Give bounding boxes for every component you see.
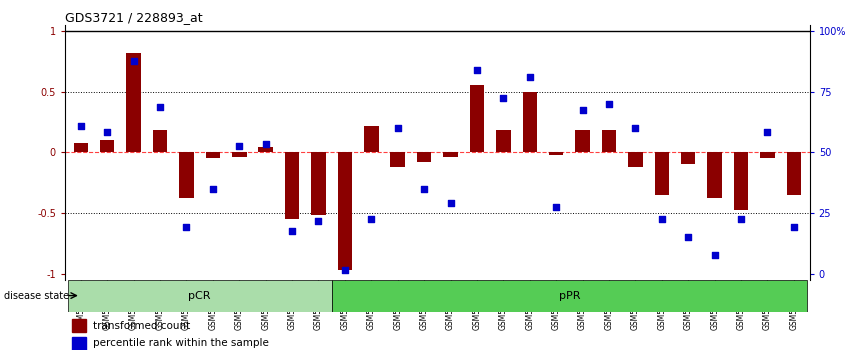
Bar [549,152,564,155]
Text: pPR: pPR [559,291,580,301]
Bar [285,152,300,219]
Point [708,252,721,258]
Bar [311,152,326,215]
Point [734,216,748,222]
Point [153,104,167,110]
Bar [338,152,352,270]
Point [787,225,801,230]
Point [206,186,220,192]
Bar [496,130,511,152]
Bar [74,143,88,152]
Point [602,101,616,107]
Text: percentile rank within the sample: percentile rank within the sample [94,338,269,348]
Text: pCR: pCR [189,291,211,301]
Point [126,58,140,64]
Point [312,218,326,224]
Bar [575,130,590,152]
Bar [522,92,537,152]
Bar [655,152,669,195]
Bar [681,152,695,164]
Bar [332,280,807,312]
Bar [628,152,643,167]
Point [285,228,299,234]
Point [365,216,378,222]
Bar [708,152,722,198]
Point [760,129,774,135]
Text: GDS3721 / 228893_at: GDS3721 / 228893_at [65,11,203,24]
Bar [68,280,332,312]
Text: transformed count: transformed count [94,321,191,331]
Bar [232,152,247,157]
Bar [786,152,801,195]
Point [682,234,695,240]
Point [470,67,484,73]
Point [338,267,352,273]
Point [232,143,246,149]
FancyBboxPatch shape [73,320,86,332]
Bar [152,130,167,152]
Bar [443,152,458,157]
Point [179,225,193,230]
Point [523,74,537,80]
Bar [602,130,617,152]
Text: disease state: disease state [4,291,69,301]
Bar [734,152,748,211]
Bar [364,126,378,152]
Bar [760,152,775,158]
Point [496,95,510,101]
Bar [417,152,431,162]
Bar [205,152,220,158]
Point [391,125,404,131]
Point [443,200,457,206]
Bar [391,152,405,167]
Point [655,216,669,222]
FancyBboxPatch shape [73,337,86,350]
Point [549,204,563,210]
Bar [126,53,141,152]
Point [576,107,590,113]
Bar [469,85,484,152]
Bar [258,147,273,152]
Point [100,129,114,135]
Point [629,125,643,131]
Point [74,123,87,129]
Bar [179,152,194,198]
Bar [100,140,114,152]
Point [259,141,273,147]
Point [417,186,431,192]
